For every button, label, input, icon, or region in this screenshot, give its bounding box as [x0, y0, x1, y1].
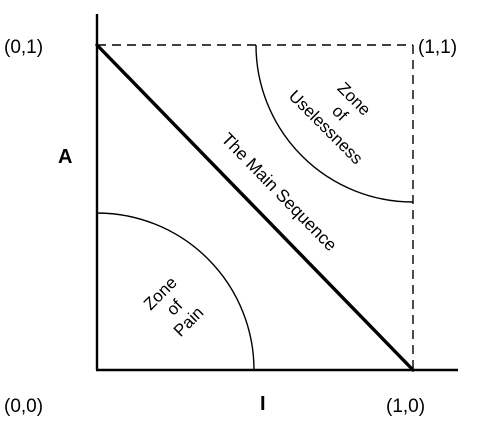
main-sequence-line [95, 43, 415, 372]
zone-of-uselessness-arc [255, 44, 414, 203]
y-axis-label: A [58, 146, 72, 168]
zone-of-pain-label: Zone of Pain [140, 273, 207, 340]
zone-of-pain-arc [96, 212, 255, 371]
zone-of-uselessness-label: Zone of Uselessness [285, 79, 374, 168]
main-sequence-label: The Main Sequence [218, 129, 342, 255]
corner-label-bottom-left: (0,0) [4, 396, 43, 417]
corner-label-top-right: (1,1) [418, 37, 457, 58]
x-axis-label: I [260, 393, 266, 415]
corner-label-top-left: (0,1) [4, 37, 43, 58]
corner-label-bottom-right: (1,0) [386, 396, 425, 417]
